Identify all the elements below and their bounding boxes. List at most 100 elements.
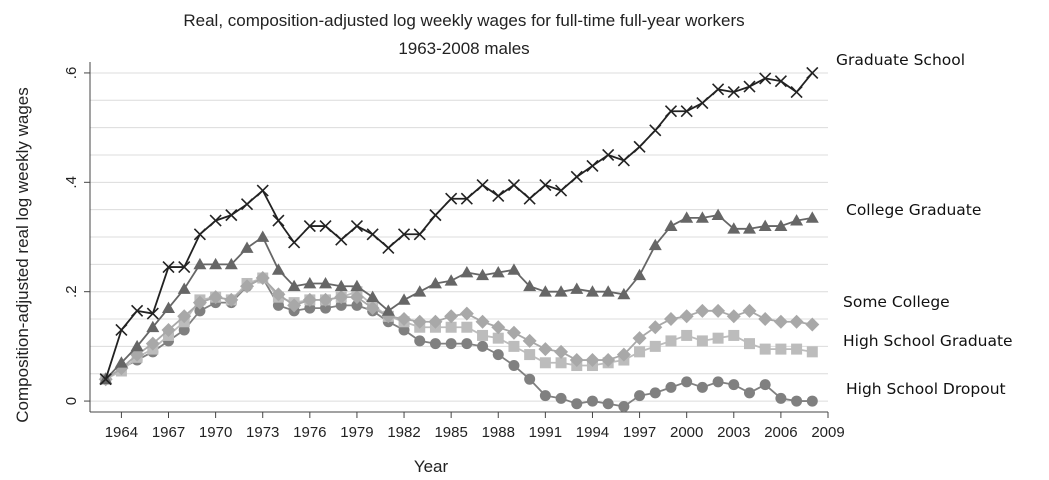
x-tick-label: 2000 xyxy=(670,424,703,441)
data-point xyxy=(570,282,584,294)
x-tick-label: 1967 xyxy=(152,424,185,441)
data-point xyxy=(524,349,536,361)
data-point xyxy=(773,314,788,329)
data-point xyxy=(805,211,819,223)
x-tick-label: 1997 xyxy=(623,424,656,441)
series-some-college xyxy=(98,271,820,387)
x-mark-stroke xyxy=(288,236,301,249)
data-point xyxy=(555,357,567,369)
data-point xyxy=(602,398,614,410)
x-mark-stroke xyxy=(350,219,364,233)
data-point xyxy=(554,184,568,197)
data-point xyxy=(634,390,646,402)
data-point xyxy=(459,306,474,321)
x-mark-stroke xyxy=(649,124,662,137)
data-point xyxy=(445,321,457,333)
data-point xyxy=(539,178,552,192)
data-point xyxy=(681,329,693,341)
data-point xyxy=(649,387,661,399)
data-point xyxy=(209,257,223,270)
x-mark-stroke xyxy=(633,140,646,153)
series-label-college-graduate: College Graduate xyxy=(846,201,981,219)
data-point xyxy=(728,379,740,391)
data-point xyxy=(492,189,505,203)
data-point xyxy=(460,266,474,278)
data-point xyxy=(256,184,269,197)
data-point xyxy=(492,349,504,361)
data-point xyxy=(366,228,379,241)
series-line xyxy=(104,72,813,380)
data-point xyxy=(585,353,600,368)
data-point xyxy=(445,192,458,205)
data-point xyxy=(397,293,411,305)
data-point xyxy=(775,343,787,355)
data-point xyxy=(240,241,254,253)
data-point xyxy=(679,309,694,324)
data-point xyxy=(554,285,568,297)
series-label-some-college: Some College xyxy=(843,293,950,311)
series-label-high-school-graduate: High School Graduate xyxy=(843,332,1013,350)
data-point xyxy=(349,290,364,305)
series-high-school-dropout xyxy=(100,272,818,413)
data-point xyxy=(162,301,176,313)
data-point xyxy=(303,219,316,233)
data-point xyxy=(302,292,317,307)
data-point xyxy=(351,299,363,311)
data-point xyxy=(790,86,803,99)
series-line xyxy=(105,214,813,380)
data-point xyxy=(585,285,599,297)
data-point xyxy=(491,266,505,278)
data-point xyxy=(727,222,741,234)
data-point xyxy=(146,320,160,333)
data-point xyxy=(555,392,567,404)
data-point xyxy=(539,357,551,369)
x-tick-label: 1988 xyxy=(482,424,515,441)
data-point xyxy=(476,268,490,281)
data-point xyxy=(696,381,708,393)
data-point xyxy=(413,228,426,241)
data-point xyxy=(477,340,489,352)
data-point xyxy=(712,332,724,344)
x-mark-stroke xyxy=(131,304,144,317)
data-point xyxy=(193,257,207,270)
data-point xyxy=(696,96,709,110)
series-label-high-school-dropout: High School Dropout xyxy=(846,380,1006,398)
x-mark-stroke xyxy=(664,105,678,118)
y-tick-label: .6 xyxy=(63,67,80,80)
x-mark-stroke xyxy=(413,228,426,241)
data-point xyxy=(618,401,630,413)
data-point xyxy=(99,373,112,386)
data-point xyxy=(366,290,380,303)
x-mark-stroke xyxy=(476,178,489,192)
data-point xyxy=(130,339,144,352)
data-point xyxy=(522,333,537,348)
data-point xyxy=(711,208,725,220)
x-mark-stroke xyxy=(146,307,159,320)
gridlines xyxy=(90,72,828,402)
data-point xyxy=(161,322,176,337)
x-mark-stroke xyxy=(240,198,254,211)
x-mark-stroke xyxy=(712,83,725,96)
data-point xyxy=(806,346,818,358)
data-point xyxy=(428,276,442,289)
data-point xyxy=(381,304,395,316)
x-mark-stroke xyxy=(303,219,316,233)
data-point xyxy=(602,148,615,162)
data-point xyxy=(444,274,458,286)
data-point xyxy=(680,105,693,118)
data-point xyxy=(569,353,584,368)
data-point xyxy=(664,219,678,231)
data-point xyxy=(272,214,285,227)
data-point xyxy=(412,314,427,329)
x-tick-label: 1964 xyxy=(105,424,138,441)
x-mark-stroke xyxy=(539,178,552,192)
data-point xyxy=(131,304,144,317)
data-point xyxy=(633,268,647,281)
data-point xyxy=(194,305,206,317)
y-tick-label: .2 xyxy=(63,285,80,298)
data-point xyxy=(664,105,678,118)
data-point xyxy=(506,325,521,340)
data-point xyxy=(524,373,536,385)
data-point xyxy=(319,276,333,289)
x-mark-stroke xyxy=(806,66,819,80)
